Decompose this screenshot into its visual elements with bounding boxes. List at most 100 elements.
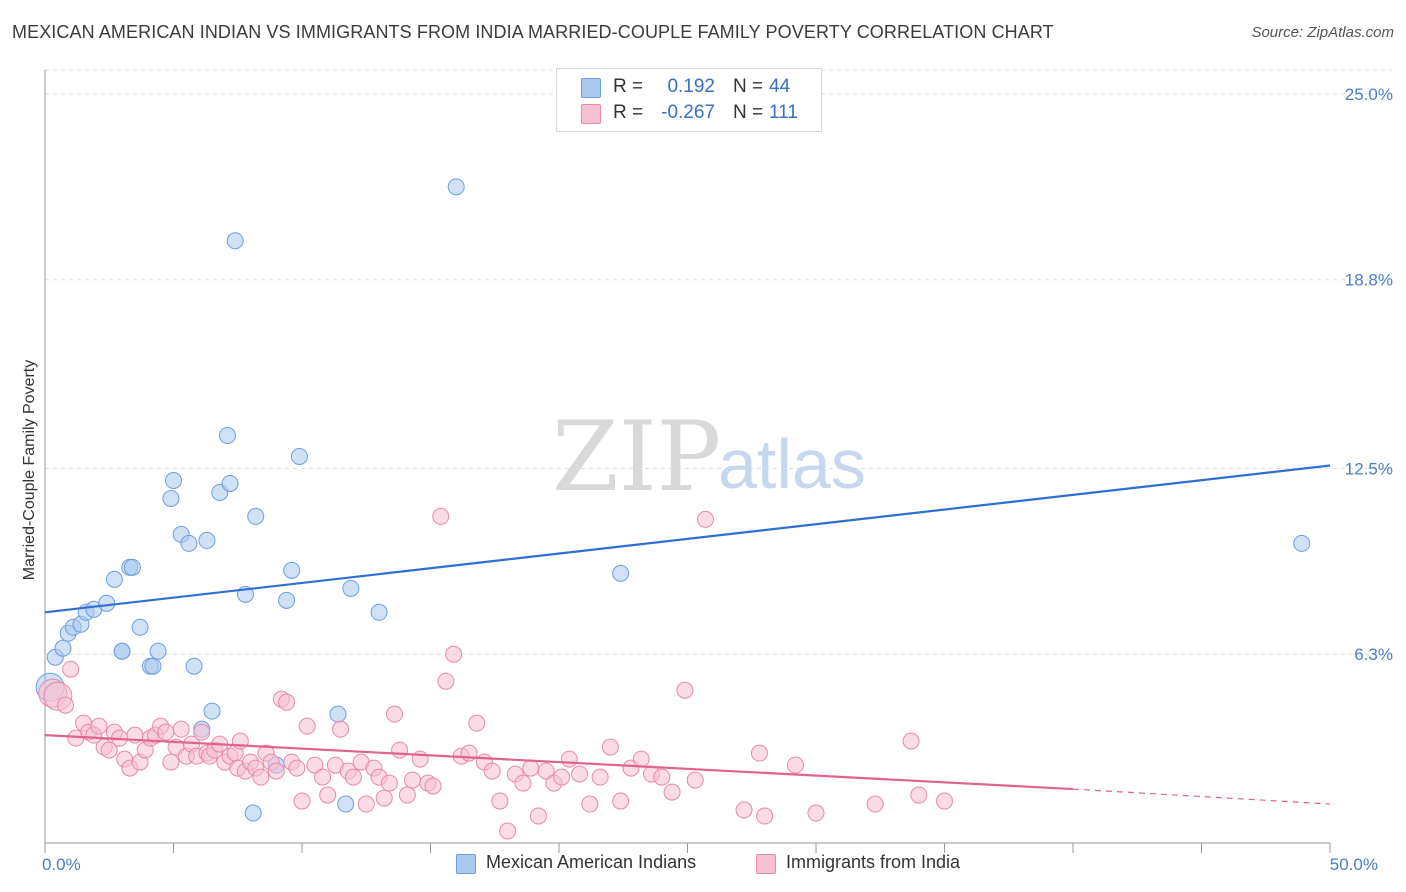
point-india — [386, 705, 404, 723]
point-india — [404, 771, 422, 789]
point-india — [581, 795, 599, 813]
point-mexican — [149, 642, 167, 660]
point-india — [491, 792, 509, 810]
point-mexican — [612, 564, 630, 582]
point-india — [786, 756, 804, 774]
point-mexican — [1293, 534, 1311, 552]
point-india — [483, 762, 501, 780]
point-india — [172, 720, 190, 738]
point-india — [398, 786, 416, 804]
point-india — [298, 717, 316, 735]
point-mexican — [290, 448, 308, 465]
point-india — [90, 717, 108, 735]
point-mexican — [180, 534, 198, 552]
trend-line-mexican — [44, 464, 1331, 614]
x-tick-label: 0.0% — [42, 855, 81, 874]
axes — [44, 70, 1331, 853]
point-india — [696, 510, 714, 528]
point-india — [936, 792, 953, 810]
point-india — [437, 672, 455, 690]
legend-row-mexican: R = 0.192 N = 44 — [557, 75, 821, 101]
point-india — [902, 732, 920, 750]
point-india — [306, 756, 324, 774]
point-india — [910, 786, 928, 804]
point-mexican — [278, 591, 296, 609]
point-mexican — [226, 232, 244, 250]
chart-title: MEXICAN AMERICAN INDIAN VS IMMIGRANTS FR… — [12, 22, 1054, 42]
point-india — [267, 762, 285, 780]
y-tick-label: 6.3% — [1354, 645, 1393, 664]
legend-r-value: -0.267 — [661, 102, 715, 123]
point-mexican — [185, 657, 203, 675]
legend-r-label: R = — [613, 76, 644, 97]
correlation-legend: R = 0.192 N = 44 R = -0.267 N = 111 — [556, 68, 822, 132]
point-mexican — [329, 705, 347, 723]
point-india — [468, 714, 486, 732]
legend-n-value: 111 — [769, 102, 798, 123]
point-mexican — [144, 657, 162, 675]
point-india — [591, 768, 609, 786]
point-india — [514, 774, 532, 792]
point-india — [735, 801, 753, 819]
point-mexican — [447, 178, 465, 196]
point-mexican — [98, 594, 116, 612]
source-label: Source: ZipAtlas.com — [1251, 24, 1394, 41]
point-india — [560, 750, 578, 768]
point-mexican — [165, 471, 182, 489]
legend-row-india: R = -0.267 N = 111 — [557, 101, 821, 127]
watermark: ZIP atlas — [552, 401, 866, 513]
point-mexican — [342, 579, 360, 597]
point-india — [756, 807, 774, 825]
point-india — [866, 795, 884, 813]
legend-n-label: N = — [733, 76, 764, 97]
point-mexican — [221, 474, 239, 492]
point-mexican — [370, 603, 388, 621]
point-india — [529, 807, 547, 825]
point-india — [424, 777, 442, 795]
trend-lines — [44, 464, 1331, 805]
bottom-legend-swatch-mexican — [456, 854, 476, 874]
point-mexican — [198, 531, 216, 549]
legend-swatch-india — [581, 104, 601, 124]
trend-line-india — [44, 734, 1074, 791]
point-india — [807, 804, 825, 822]
point-india — [157, 723, 175, 741]
legend-r-label: R = — [613, 102, 644, 123]
point-india — [380, 774, 398, 792]
point-india — [499, 822, 517, 840]
point-india — [375, 789, 393, 807]
point-india — [391, 741, 409, 759]
point-mexican — [162, 489, 180, 507]
point-mexican — [337, 795, 355, 813]
point-india — [522, 759, 540, 777]
point-india — [632, 750, 650, 768]
point-mexican — [218, 427, 236, 445]
point-india — [612, 792, 630, 810]
point-india — [601, 738, 619, 756]
trend-line-india-extension — [1072, 788, 1331, 805]
point-india — [314, 768, 332, 786]
y-tick-labels: 6.3% 12.5% 18.8% 25.0% — [1345, 85, 1393, 664]
point-india — [537, 762, 555, 780]
point-india — [432, 507, 450, 525]
point-india — [344, 768, 362, 786]
point-india — [193, 723, 211, 741]
point-india — [100, 741, 118, 759]
watermark-atlas: atlas — [718, 425, 866, 503]
watermark-zip: ZIP — [552, 401, 721, 513]
point-india — [57, 696, 75, 714]
bottom-legend-label-india: Immigrants from India — [786, 852, 961, 872]
bottom-legend-label-mexican: Mexican American Indians — [486, 852, 697, 872]
bottom-legend-swatch-india — [756, 854, 776, 874]
point-india — [653, 768, 671, 786]
legend-r-value: 0.192 — [667, 76, 715, 97]
point-india — [676, 681, 694, 699]
data-points — [35, 178, 1311, 840]
x-tick-labels: 0.0% 50.0% — [42, 855, 1378, 874]
point-mexican — [113, 642, 131, 660]
point-mexican — [54, 639, 72, 657]
point-mexican — [123, 558, 141, 576]
point-india — [357, 795, 375, 813]
point-india — [332, 720, 350, 738]
